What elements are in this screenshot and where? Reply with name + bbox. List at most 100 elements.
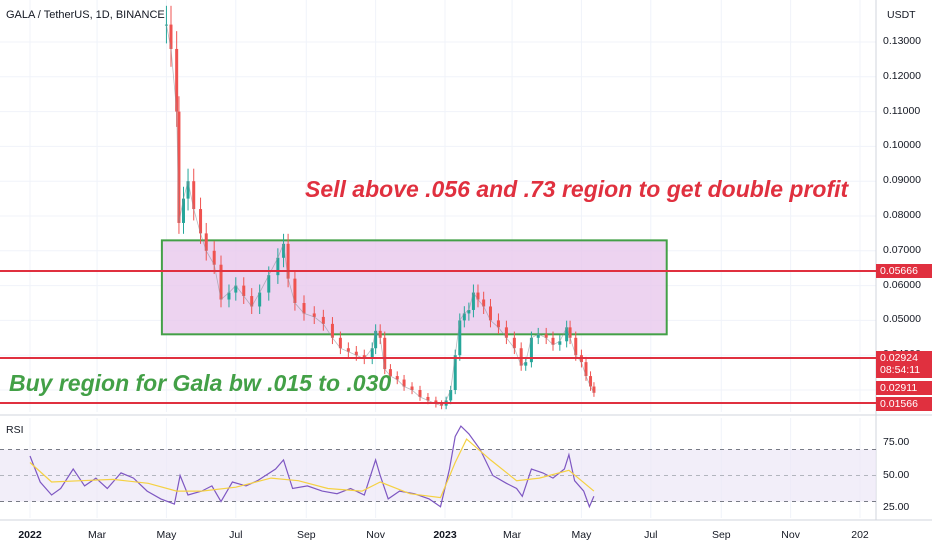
x-tick-label: Nov	[781, 529, 800, 541]
candle-body-4	[181, 198, 185, 223]
y-tick-label: 0.13000	[883, 35, 921, 47]
candle-body-29	[370, 348, 374, 359]
y-tick-label: 0.08000	[883, 209, 921, 221]
x-tick-label: 2023	[433, 529, 457, 541]
candle-body-6	[192, 181, 196, 210]
price-badge-value: 0.05666	[880, 265, 918, 277]
candle-body-50	[488, 306, 492, 321]
candle-body-44	[458, 320, 462, 356]
x-tick-label: Sep	[296, 529, 316, 541]
rsi-ma-line	[29, 438, 595, 499]
candle-body-9	[212, 250, 216, 265]
candle-body-53	[512, 337, 516, 349]
x-tick-label: May	[571, 529, 592, 541]
price-badge: 0.02911	[876, 381, 932, 395]
price-badge: 0.02924 08:54:11	[876, 351, 932, 378]
x-tick-label: Jul	[229, 529, 243, 541]
candle-body-38	[426, 396, 430, 401]
candle-body-7	[199, 209, 203, 234]
y-tick-label: 0.12000	[883, 69, 921, 82]
candle-body-28	[362, 355, 366, 359]
x-tick-label: 2022	[18, 529, 42, 541]
sell-annotation: Sell above .056 and .73 region to get do…	[305, 176, 849, 202]
candle-body-27	[354, 351, 358, 356]
candle-body-30	[374, 330, 378, 349]
candle-body-18	[282, 243, 286, 258]
candle-body-58	[544, 334, 548, 338]
y-tick-label: 0.09000	[883, 174, 921, 187]
rsi-tick-label: 50.00	[883, 468, 910, 481]
candle-body-37	[418, 390, 422, 397]
candle-body-34	[395, 376, 399, 380]
price-path	[166, 24, 595, 407]
candle-body-17	[276, 257, 280, 276]
price-badge-value: 0.02911	[880, 382, 918, 394]
x-tick-label: Sep	[711, 529, 731, 541]
candle-body-62	[568, 327, 572, 338]
candle-body-66	[589, 376, 593, 387]
candle-body-11	[227, 292, 231, 300]
candle-body-49	[482, 299, 486, 307]
y-tick-label: 0.11000	[883, 104, 921, 117]
candle-body-33	[388, 369, 392, 377]
candle-body-15	[258, 292, 262, 307]
x-tick-label: Jul	[644, 529, 658, 541]
candle-body-8	[204, 233, 208, 251]
candle-body-47	[471, 292, 475, 310]
candle-body-1	[169, 24, 173, 49]
candle-body-55	[524, 362, 528, 366]
candle-body-36	[410, 386, 414, 390]
candle-body-21	[302, 303, 306, 314]
candle-body-14	[250, 296, 254, 307]
price-badge: 0.05666	[876, 264, 932, 278]
candle-body-24	[330, 323, 334, 338]
currency-label: USDT	[887, 9, 916, 21]
candle-body-31	[378, 330, 382, 338]
candle-body-3	[177, 111, 181, 223]
candle-body-25	[338, 337, 342, 349]
y-tick-label: 0.10000	[883, 139, 921, 152]
candle-countdown: 08:54:11	[880, 364, 921, 376]
rsi-line	[29, 425, 595, 509]
candle-body-60	[558, 341, 562, 345]
x-tick-label: Mar	[503, 529, 522, 541]
candle-body-48	[476, 292, 480, 300]
candle-body-40	[440, 403, 444, 406]
candle-body-67	[592, 386, 596, 393]
candle-body-12	[234, 285, 238, 293]
candle-body-32	[383, 337, 387, 370]
pair-title: GALA / TetherUS, 1D, BINANCE	[6, 9, 165, 21]
rsi-title: RSI	[6, 424, 24, 436]
x-tick-label: 202	[851, 529, 869, 541]
candle-body-57	[536, 334, 540, 338]
price-badge-value: 0.01566	[880, 398, 918, 410]
candle-body-52	[504, 327, 508, 338]
buy-annotation: Buy region for Gala bw .015 to .030	[9, 370, 392, 396]
candle-body-51	[496, 320, 500, 328]
sell-zone	[160, 239, 668, 336]
candle-body-59	[551, 337, 555, 345]
x-tick-label: Nov	[366, 529, 385, 541]
candle-body-46	[467, 309, 471, 314]
x-tick-label: Mar	[88, 529, 107, 541]
y-tick-label: 0.05000	[883, 313, 921, 326]
price-badge-value: 0.02924	[880, 352, 918, 364]
candle-body-16	[267, 275, 271, 293]
candle-body-63	[574, 337, 578, 356]
y-tick-label: 0.06000	[883, 278, 921, 291]
candle-body-23	[321, 316, 325, 324]
rsi-tick-label: 75.00	[883, 436, 910, 448]
candle-body-35	[402, 379, 406, 387]
price-badge: 0.01566	[876, 397, 932, 411]
candle-body-54	[519, 348, 523, 366]
candle-body-43	[453, 355, 457, 390]
candle-body-22	[312, 313, 316, 317]
candle-body-65	[584, 362, 588, 377]
candle-body-61	[565, 327, 569, 342]
candle-body-10	[219, 264, 223, 300]
candle-body-42	[449, 390, 453, 401]
candle-body-5	[186, 181, 190, 199]
candle-body-2	[175, 48, 179, 112]
candle-body-56	[529, 337, 533, 363]
